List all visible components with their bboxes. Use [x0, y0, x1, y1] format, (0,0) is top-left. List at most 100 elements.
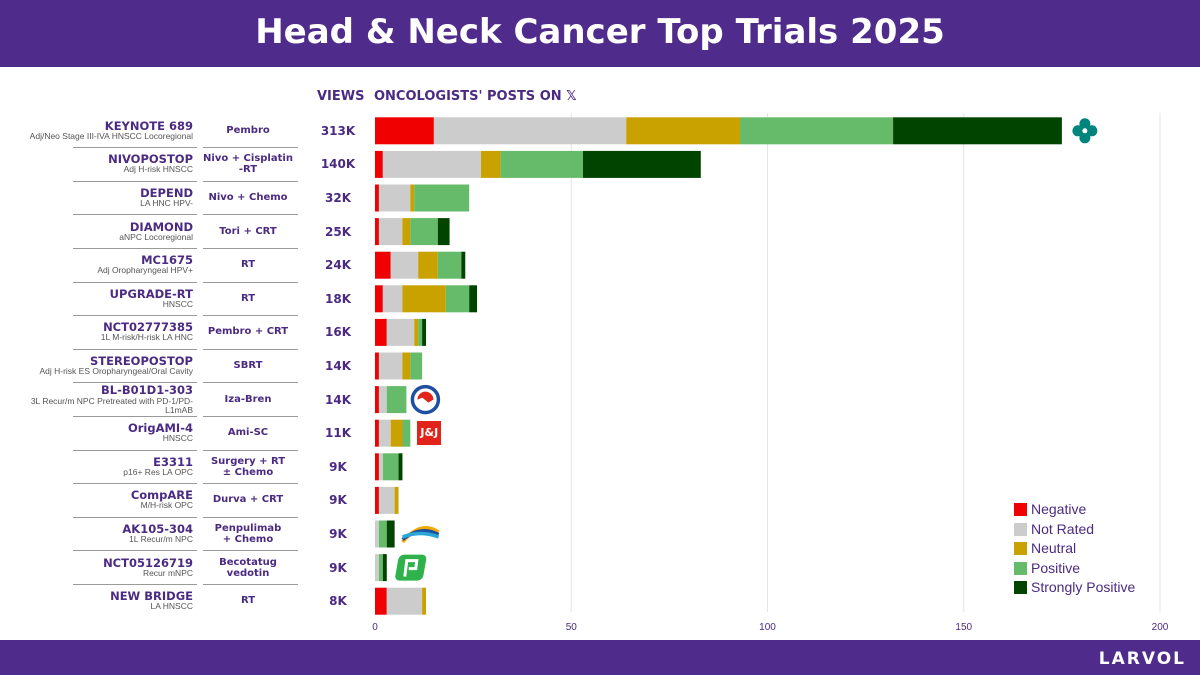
brand-logo: LARVOL — [1098, 649, 1186, 669]
row-divider — [203, 382, 298, 384]
trial-name: DEPEND — [140, 186, 193, 200]
bar-segment-positive — [418, 318, 423, 346]
trial-subtitle: 3L Recur/m NPC Pretreated with PD-1/PD-L… — [30, 395, 193, 415]
bar-segment-positive — [378, 554, 383, 582]
treatment-label: RT — [203, 259, 293, 270]
x-tick-label: 50 — [566, 622, 578, 633]
trial-name: NCT02777385 — [103, 320, 193, 335]
bar-segment-negative — [375, 218, 379, 246]
treatment-line: + Chemo — [222, 534, 274, 545]
row-divider — [73, 516, 197, 518]
bar-segment-neutral — [390, 419, 403, 447]
treatment-label: Pembro — [203, 125, 293, 136]
bar-segment-not-rated — [382, 285, 403, 313]
row-divider — [203, 147, 298, 149]
bar-segment-not-rated — [378, 419, 391, 447]
treatment-label: Nivo + Chemo — [203, 192, 293, 203]
legend-swatch — [1014, 561, 1027, 575]
views-value: 140K — [320, 157, 356, 172]
bar-segment-neutral — [410, 184, 415, 212]
logo-dot — [1086, 125, 1098, 137]
bar-segment-positive — [414, 184, 470, 212]
bar-segment-positive — [410, 352, 423, 380]
trial-name: BL-B01D1-303 — [101, 382, 193, 397]
row-divider — [73, 214, 197, 216]
row-divider — [203, 315, 298, 317]
treatment-line: RT — [240, 259, 256, 271]
row-divider — [73, 449, 197, 451]
row-divider — [203, 583, 298, 585]
bar-segment-negative — [375, 486, 379, 514]
treatment-label: Penpulimab + Chemo — [203, 523, 293, 545]
row-divider — [203, 449, 298, 451]
treatment-line: Nivo + Chemo — [208, 192, 288, 203]
bar-segment-not-rated — [382, 150, 481, 178]
row-divider — [203, 516, 298, 518]
treatment-line: ± Chemo — [222, 466, 274, 478]
logo-glyph — [403, 559, 419, 577]
treatment-label: SBRT — [203, 360, 293, 371]
trial-name: MC1675 — [141, 253, 193, 268]
trial-subtitle: M/H-risk OPC — [140, 500, 193, 511]
trial-name: UPGRADE-RT — [109, 286, 193, 301]
trial-name: E3311 — [153, 454, 193, 469]
logo-dot — [1082, 128, 1088, 134]
row-divider — [203, 281, 298, 283]
bar-segment-positive — [740, 117, 894, 145]
bar-segment-negative — [375, 352, 379, 380]
trial-name: DIAMOND — [129, 219, 193, 234]
trial-name: NIVOPOSTOP — [108, 152, 193, 167]
page-title: Head & Neck Cancer Top Trials 2025 — [255, 12, 945, 52]
row-divider — [73, 281, 197, 283]
bar-segment-neutral — [626, 117, 741, 145]
trial-name: CompARE — [130, 488, 193, 503]
bar-segment-not-rated — [378, 184, 411, 212]
row-divider — [73, 382, 197, 384]
views-value: 9K — [329, 527, 347, 541]
treatment-line: Tori + CRT — [219, 225, 277, 237]
views-header: VIEWS — [317, 89, 365, 104]
bar-segment-strongly-positive — [382, 554, 387, 582]
bar-segment-neutral — [402, 352, 411, 380]
row-divider — [73, 315, 197, 317]
biokin-logo-icon — [410, 384, 441, 415]
bar-segment-strongly-positive — [422, 318, 427, 346]
treatment-label: RT — [203, 595, 293, 606]
bar-segment-strongly-positive — [437, 218, 450, 246]
views-value: 24K — [325, 258, 351, 273]
bar-segment-neutral — [402, 218, 411, 246]
trial-subtitle: Recur mNPC — [142, 567, 193, 578]
merck-logo-icon — [1072, 118, 1098, 144]
legend-label: Positive — [1031, 559, 1081, 576]
treatment-label: Nivo + Cisplatin -RT — [203, 153, 293, 175]
bar-segment-not-rated — [375, 554, 379, 582]
bar-segment-neutral — [414, 318, 419, 346]
row-divider — [73, 147, 197, 149]
row-divider — [203, 247, 298, 249]
row-divider — [203, 180, 298, 182]
bar-segment-neutral — [480, 150, 501, 178]
views-value: 14K — [325, 392, 351, 407]
trial-name: NEW BRIDGE — [110, 589, 193, 604]
logo-wave — [401, 529, 440, 541]
bar-segment-strongly-positive — [893, 117, 1062, 145]
bar-segment-positive — [500, 150, 584, 178]
legend-swatch — [1014, 522, 1027, 536]
biotheus-logo-icon — [395, 554, 427, 581]
bar-segment-neutral — [422, 587, 427, 615]
bar-segment-negative — [375, 150, 383, 178]
bar-segment-negative — [375, 419, 379, 447]
bar-segment-negative — [375, 251, 391, 279]
legend-swatch — [1014, 542, 1027, 556]
logo-swirl — [417, 391, 434, 403]
trial-subtitle: aNPC Locoregional — [119, 231, 193, 242]
bar-segment-neutral — [402, 285, 446, 313]
treatment-line: RT — [240, 292, 256, 304]
x-tick-label: 200 — [1152, 622, 1169, 633]
x-logo-icon: 𝕏 — [566, 89, 577, 104]
row-divider — [73, 180, 197, 182]
views-value: 32K — [325, 191, 351, 205]
title-bar: Head & Neck Cancer Top Trials 2025 — [0, 0, 1200, 67]
row-divider — [73, 348, 197, 350]
views-value: 8K — [329, 594, 347, 609]
